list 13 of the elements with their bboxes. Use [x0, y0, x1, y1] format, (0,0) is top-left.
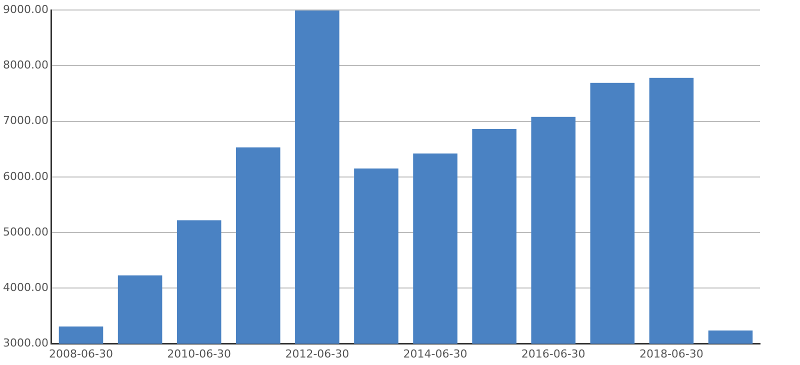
x-tick-label: 2018-06-30: [639, 347, 704, 360]
x-tick-label: 2014-06-30: [403, 347, 468, 360]
y-tick-label: 3000.00: [2, 336, 48, 350]
y-tick-label: 5000.00: [2, 225, 48, 238]
y-tick-label: 6000.00: [2, 170, 48, 183]
y-tick-label: 9000.00: [2, 2, 48, 16]
x-tick-label: 2010-06-30: [167, 347, 232, 360]
y-tick-label: 7000.00: [2, 114, 48, 128]
x-tick-label: 2012-06-30: [285, 347, 350, 360]
x-tick-label: 2008-06-30: [49, 347, 113, 360]
y-tick-label: 8000.00: [2, 58, 48, 72]
y-tick-label: 4000.00: [2, 281, 48, 294]
x-tick-label: 2016-06-30: [521, 347, 586, 360]
